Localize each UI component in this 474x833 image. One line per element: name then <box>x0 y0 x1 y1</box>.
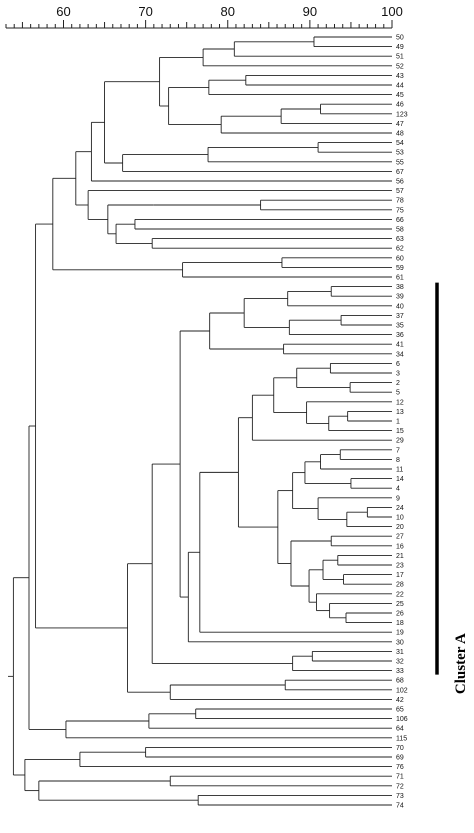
leaf-label: 56 <box>396 179 404 186</box>
leaf-label: 41 <box>396 342 404 349</box>
leaf-label: 102 <box>396 687 408 694</box>
leaf-label: 3 <box>396 371 400 378</box>
leaf-label: 50 <box>396 35 404 42</box>
leaf-label: 24 <box>396 505 404 512</box>
leaf-label: 23 <box>396 563 404 570</box>
leaf-label: 57 <box>396 188 404 195</box>
leaf-label: 20 <box>396 524 404 531</box>
leaf-label: 55 <box>396 159 404 166</box>
leaf-label: 15 <box>396 428 404 435</box>
leaf-label: 18 <box>396 620 404 627</box>
leaf-label: 68 <box>396 678 404 685</box>
leaf-label: 9 <box>396 495 400 502</box>
leaf-label: 13 <box>396 409 404 416</box>
dendrogram-tree <box>8 36 392 806</box>
leaf-label: 33 <box>396 668 404 675</box>
leaf-label: 74 <box>396 803 404 810</box>
leaf-label: 106 <box>396 716 408 723</box>
leaf-label: 70 <box>396 745 404 752</box>
leaf-label: 69 <box>396 755 404 762</box>
leaf-label: 19 <box>396 630 404 637</box>
leaf-label: 22 <box>396 591 404 598</box>
leaf-label: 67 <box>396 169 404 176</box>
leaf-label: 30 <box>396 639 404 646</box>
leaf-label: 62 <box>396 246 404 253</box>
leaf-label: 34 <box>396 351 404 358</box>
leaf-label: 11 <box>396 467 403 474</box>
leaf-label: 2 <box>396 380 400 387</box>
leaf-label: 59 <box>396 265 404 272</box>
leaf-label: 21 <box>396 553 404 560</box>
leaf-label: 36 <box>396 332 404 339</box>
leaf-label: 64 <box>396 726 404 733</box>
leaf-label: 61 <box>396 275 404 282</box>
leaf-label: 32 <box>396 659 404 666</box>
leaf-label: 45 <box>396 92 404 99</box>
leaf-label: 35 <box>396 323 404 330</box>
leaf-label: 29 <box>396 438 404 445</box>
leaf-label: 51 <box>396 54 404 61</box>
axis-tick-labels: 60 70 80 90 100 <box>56 4 403 19</box>
leaf-label: 78 <box>396 198 404 205</box>
leaf-label: 14 <box>396 476 404 483</box>
leaf-label: 44 <box>396 83 404 90</box>
axis-tick-label: 80 <box>221 4 235 19</box>
leaf-label: 16 <box>396 543 404 550</box>
leaf-label: 48 <box>396 131 404 138</box>
leaf-label: 38 <box>396 284 404 291</box>
leaf-label: 17 <box>396 572 404 579</box>
leaf-label: 10 <box>396 515 404 522</box>
leaf-label: 27 <box>396 534 404 541</box>
leaf-label: 26 <box>396 611 404 618</box>
leaf-label: 49 <box>396 44 404 51</box>
leaf-label: 12 <box>396 399 404 406</box>
leaf-label: 6 <box>396 361 400 368</box>
leaf-label: 123 <box>396 111 408 118</box>
leaf-label: 5 <box>396 390 400 397</box>
leaf-label: 8 <box>396 457 400 464</box>
cluster-annotation: Cluster A <box>435 282 469 694</box>
leaf-label: 76 <box>396 764 404 771</box>
leaf-label: 71 <box>396 774 404 781</box>
leaf-labels: 5049515243444546123474854535567565778756… <box>396 35 408 810</box>
axis-tick-label: 60 <box>56 4 70 19</box>
leaf-label: 43 <box>396 73 404 80</box>
leaf-label: 1 <box>396 419 400 426</box>
leaf-label: 60 <box>396 255 404 262</box>
leaf-label: 115 <box>396 735 407 742</box>
axis-tick-label: 90 <box>303 4 317 19</box>
leaf-label: 7 <box>396 447 400 454</box>
leaf-label: 65 <box>396 707 404 714</box>
leaf-label: 46 <box>396 102 404 109</box>
axis-tick-label: 100 <box>381 4 403 19</box>
leaf-label: 28 <box>396 582 404 589</box>
leaf-label: 73 <box>396 793 404 800</box>
leaf-label: 42 <box>396 697 404 704</box>
leaf-label: 47 <box>396 121 404 128</box>
leaf-label: 31 <box>396 649 404 656</box>
leaf-label: 58 <box>396 227 404 234</box>
leaf-label: 52 <box>396 63 404 70</box>
leaf-label: 63 <box>396 236 404 243</box>
leaf-label: 66 <box>396 217 404 224</box>
leaf-label: 54 <box>396 140 404 147</box>
leaf-label: 53 <box>396 150 404 157</box>
similarity-axis: 60 70 80 90 100 <box>5 4 403 29</box>
leaf-label: 40 <box>396 303 404 310</box>
leaf-label: 39 <box>396 294 404 301</box>
leaf-label: 72 <box>396 783 404 790</box>
leaf-label: 25 <box>396 601 404 608</box>
leaf-label: 37 <box>396 313 404 320</box>
cluster-label: Cluster A <box>453 633 469 694</box>
leaf-label: 4 <box>396 486 400 493</box>
axis-ticks <box>5 20 393 28</box>
axis-tick-label: 70 <box>138 4 152 19</box>
leaf-label: 75 <box>396 207 404 214</box>
